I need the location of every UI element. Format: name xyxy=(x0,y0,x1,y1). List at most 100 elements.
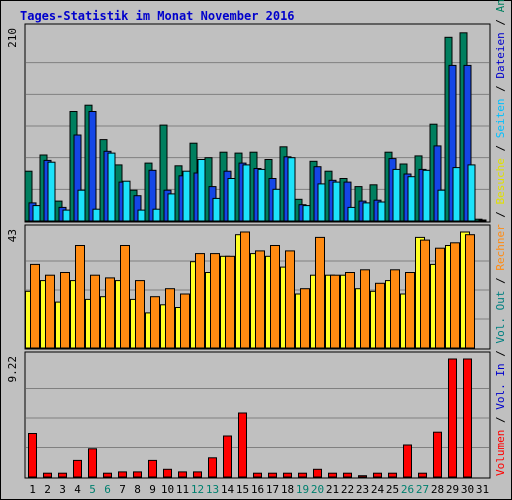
bar-rechner-day-29 xyxy=(450,242,460,349)
legend-separator: / xyxy=(494,79,507,99)
day-label-7: 7 xyxy=(119,483,126,496)
scale-label-volume: 9.22 xyxy=(6,356,19,383)
day-label-15: 15 xyxy=(236,483,249,496)
day-label-13: 13 xyxy=(206,483,219,496)
bar-volumen-day-15 xyxy=(238,412,247,478)
day-label-29: 29 xyxy=(446,483,459,496)
day-label-6: 6 xyxy=(104,483,111,496)
bar-volumen-day-14 xyxy=(223,435,232,478)
bar-volumen-day-25 xyxy=(388,472,397,478)
bar-seiten-day-30 xyxy=(467,164,476,222)
bar-rechner-day-20 xyxy=(315,236,325,349)
bar-volumen-day-16 xyxy=(253,472,262,478)
legend-separator: / xyxy=(494,204,507,224)
day-label-17: 17 xyxy=(266,483,279,496)
day-label-25: 25 xyxy=(386,483,399,496)
bar-volumen-day-29 xyxy=(448,358,457,478)
bar-rechner-day-28 xyxy=(435,247,445,349)
bar-volumen-day-3 xyxy=(58,472,67,478)
day-label-2: 2 xyxy=(44,483,51,496)
day-label-31: 31 xyxy=(476,483,489,496)
day-label-19: 19 xyxy=(296,483,309,496)
bar-volumen-day-12 xyxy=(193,471,202,478)
day-label-20: 20 xyxy=(311,483,324,496)
legend-entry: Besuche xyxy=(494,158,507,204)
bar-seiten-day-8 xyxy=(137,209,146,222)
bar-rechner-day-17 xyxy=(270,245,280,349)
day-label-14: 14 xyxy=(221,483,235,496)
bar-volumen-day-5 xyxy=(88,448,97,478)
bar-volumen-day-20 xyxy=(313,468,322,478)
page-title: Tages-Statistik im Monat November 2016 xyxy=(20,9,295,23)
bar-seiten-day-21 xyxy=(332,181,341,222)
day-label-18: 18 xyxy=(281,483,294,496)
legend-entry: Vol. In xyxy=(494,363,507,409)
bar-seiten-day-20 xyxy=(317,183,326,222)
bar-rechner-day-24 xyxy=(375,282,385,349)
bar-seiten-day-15 xyxy=(242,164,251,222)
scale-label-hits: 210 xyxy=(6,28,19,48)
bar-rechner-day-15 xyxy=(240,231,250,349)
bar-dateien-day-5 xyxy=(88,111,97,222)
legend-entry: Anfragen xyxy=(494,0,507,12)
bar-seiten-day-12 xyxy=(197,159,206,222)
bar-seiten-day-6 xyxy=(107,152,116,222)
bar-rechner-day-6 xyxy=(105,277,115,349)
day-label-8: 8 xyxy=(134,483,141,496)
bar-seiten-day-19 xyxy=(302,205,311,222)
bar-rechner-day-11 xyxy=(180,293,190,349)
day-label-9: 9 xyxy=(149,483,156,496)
bar-rechner-day-12 xyxy=(195,253,205,349)
bar-volumen-day-24 xyxy=(373,472,382,478)
bar-rechner-day-16 xyxy=(255,250,265,349)
bar-volumen-day-4 xyxy=(73,459,82,478)
bar-volumen-day-6 xyxy=(103,472,112,478)
legend-separator: / xyxy=(494,138,507,158)
legend: Volumen / Vol. In / Vol. Out / Rechner /… xyxy=(494,0,507,476)
bar-seiten-day-17 xyxy=(272,188,281,222)
day-label-10: 10 xyxy=(161,483,174,496)
bar-dateien-day-31 xyxy=(478,219,487,222)
legend-separator: / xyxy=(494,344,507,364)
scale-label-visits: 43 xyxy=(6,229,19,242)
bar-volumen-day-22 xyxy=(343,472,352,478)
day-label-4: 4 xyxy=(74,483,81,496)
bar-seiten-day-22 xyxy=(347,206,356,222)
bar-rechner-day-4 xyxy=(75,245,85,349)
bar-seiten-day-13 xyxy=(212,197,221,222)
bar-volumen-day-1 xyxy=(28,433,37,478)
bar-seiten-day-24 xyxy=(377,201,386,222)
day-label-1: 1 xyxy=(29,483,36,496)
legend-entry: Dateien xyxy=(494,32,507,78)
bar-rechner-day-7 xyxy=(120,245,130,349)
day-label-22: 22 xyxy=(341,483,354,496)
bar-seiten-day-29 xyxy=(452,167,461,222)
bar-seiten-day-7 xyxy=(122,180,131,222)
bar-seiten-day-9 xyxy=(152,208,161,222)
bar-volumen-day-17 xyxy=(268,472,277,478)
bar-seiten-day-11 xyxy=(182,170,191,222)
bar-rechner-day-27 xyxy=(420,239,430,349)
bar-seiten-day-4 xyxy=(77,189,86,222)
day-label-16: 16 xyxy=(251,483,264,496)
legend-separator: / xyxy=(494,410,507,430)
bar-volumen-day-10 xyxy=(163,468,172,478)
bar-rechner-day-14 xyxy=(225,255,235,349)
bar-volumen-day-18 xyxy=(283,472,292,478)
bar-volumen-day-7 xyxy=(118,471,127,478)
day-label-3: 3 xyxy=(59,483,66,496)
bar-seiten-day-14 xyxy=(227,178,236,222)
day-label-23: 23 xyxy=(356,483,369,496)
bar-volumen-day-26 xyxy=(403,444,412,478)
bar-rechner-day-8 xyxy=(135,280,145,349)
bar-seiten-day-1 xyxy=(32,205,41,222)
bar-rechner-day-18 xyxy=(285,250,295,349)
day-label-28: 28 xyxy=(431,483,444,496)
bar-seiten-day-3 xyxy=(62,209,71,222)
bar-volumen-day-21 xyxy=(328,472,337,478)
legend-entry: Rechner xyxy=(494,224,507,271)
bar-rechner-day-22 xyxy=(345,272,355,349)
bar-seiten-day-27 xyxy=(422,169,431,222)
bar-seiten-day-16 xyxy=(257,168,266,222)
